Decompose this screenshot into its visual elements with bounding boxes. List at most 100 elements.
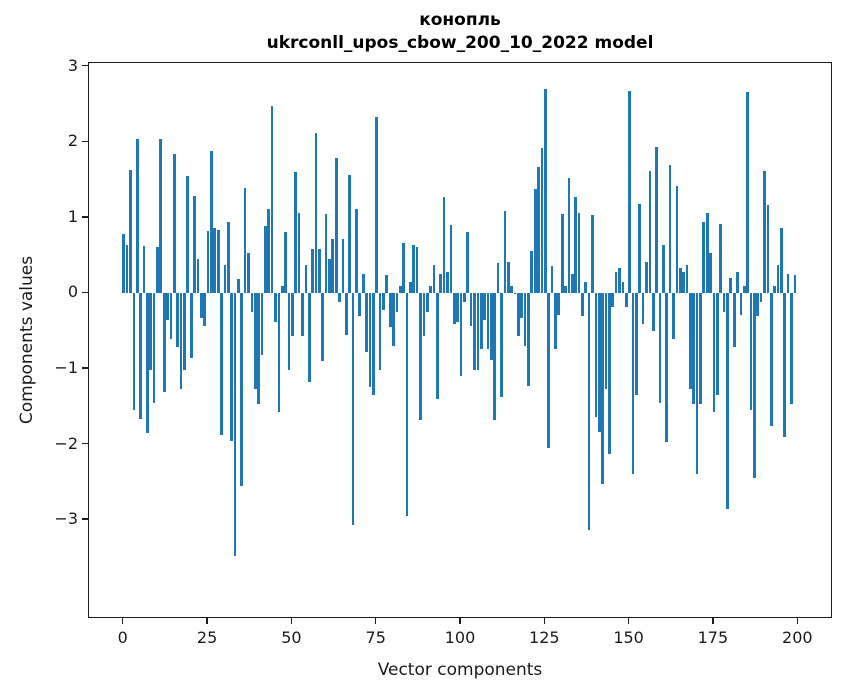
bar: [672, 293, 675, 339]
bar: [773, 285, 776, 294]
bar: [250, 293, 254, 313]
bar: [368, 293, 372, 388]
bar: [739, 293, 743, 316]
bar: [641, 293, 645, 325]
bar: [146, 293, 149, 434]
bar: [550, 266, 554, 294]
bar: [135, 139, 139, 294]
y-tick-mark: [82, 140, 88, 142]
bar: [776, 265, 780, 294]
bar: [186, 176, 190, 294]
x-axis-tick-label: 200: [782, 628, 813, 647]
bar: [560, 214, 564, 294]
bar: [473, 293, 476, 371]
bar: [705, 213, 709, 294]
bar: [483, 293, 486, 320]
bar: [223, 264, 227, 294]
x-tick-mark: [290, 618, 293, 624]
bar: [425, 293, 429, 313]
x-tick-mark: [375, 618, 377, 624]
bar: [763, 171, 766, 294]
bar: [668, 164, 672, 294]
bar: [753, 293, 756, 479]
bar: [543, 88, 547, 294]
bar: [638, 203, 642, 294]
bar: [479, 293, 483, 349]
y-tick-mark: [82, 65, 88, 67]
bar: [500, 293, 503, 397]
bar: [237, 279, 240, 294]
bar: [446, 271, 449, 294]
bar: [665, 293, 669, 443]
bar: [486, 293, 490, 349]
x-tick-mark: [206, 618, 208, 624]
bar: [466, 232, 470, 294]
bar: [513, 292, 517, 294]
bar: [432, 264, 436, 294]
bar: [756, 293, 760, 317]
bar: [412, 245, 416, 294]
bar: [675, 186, 679, 294]
bar: [385, 274, 389, 294]
bar: [692, 293, 696, 404]
bar: [321, 293, 325, 361]
bar: [496, 263, 500, 294]
bar: [682, 272, 685, 294]
bar: [722, 293, 726, 313]
x-axis-tick-label: 125: [529, 628, 560, 647]
bar: [301, 293, 304, 337]
bar: [793, 274, 797, 294]
bar: [766, 205, 770, 294]
bar: [456, 293, 459, 323]
bar: [769, 293, 773, 426]
bar: [608, 293, 611, 454]
chart-subtitle: ukrconll_upos_cbow_200_10_2022 model: [266, 33, 654, 53]
y-tick-mark: [82, 367, 88, 369]
bar: [442, 197, 446, 294]
bar: [206, 231, 210, 294]
bar: [398, 285, 402, 294]
y-tick-mark: [82, 518, 88, 520]
bar: [331, 239, 335, 294]
bar: [645, 262, 648, 294]
bar: [324, 214, 328, 294]
bar: [314, 132, 318, 294]
bar: [594, 293, 598, 418]
x-axis-tick-label: 50: [281, 628, 302, 647]
bar: [736, 272, 739, 294]
bar: [371, 293, 375, 396]
bar: [523, 293, 527, 346]
bar: [183, 293, 186, 371]
bar: [280, 285, 284, 294]
bar: [490, 293, 493, 360]
bar: [129, 170, 132, 294]
bar: [715, 293, 719, 396]
bar: [621, 282, 625, 294]
bar: [493, 293, 497, 421]
bar: [547, 293, 551, 449]
bar: [780, 228, 783, 294]
bar: [624, 293, 628, 307]
bar: [304, 265, 308, 294]
bar: [554, 293, 557, 350]
bar: [267, 208, 271, 294]
bar: [591, 214, 594, 294]
bar: [405, 293, 409, 517]
bar: [429, 285, 432, 294]
bar: [581, 293, 584, 317]
bar: [152, 293, 156, 403]
y-axis-tick-label: −2: [54, 433, 78, 453]
bar: [712, 293, 716, 412]
bar: [463, 293, 466, 303]
bar: [341, 239, 345, 294]
bar: [459, 293, 463, 376]
bar: [395, 293, 399, 313]
x-axis-label: Vector components: [377, 660, 543, 680]
x-axis-tick-label: 25: [196, 628, 218, 647]
bar: [688, 293, 692, 389]
bar: [193, 195, 196, 294]
bar: [169, 293, 173, 339]
bar: [358, 293, 362, 317]
x-tick-mark: [459, 618, 461, 624]
bar: [678, 267, 682, 294]
